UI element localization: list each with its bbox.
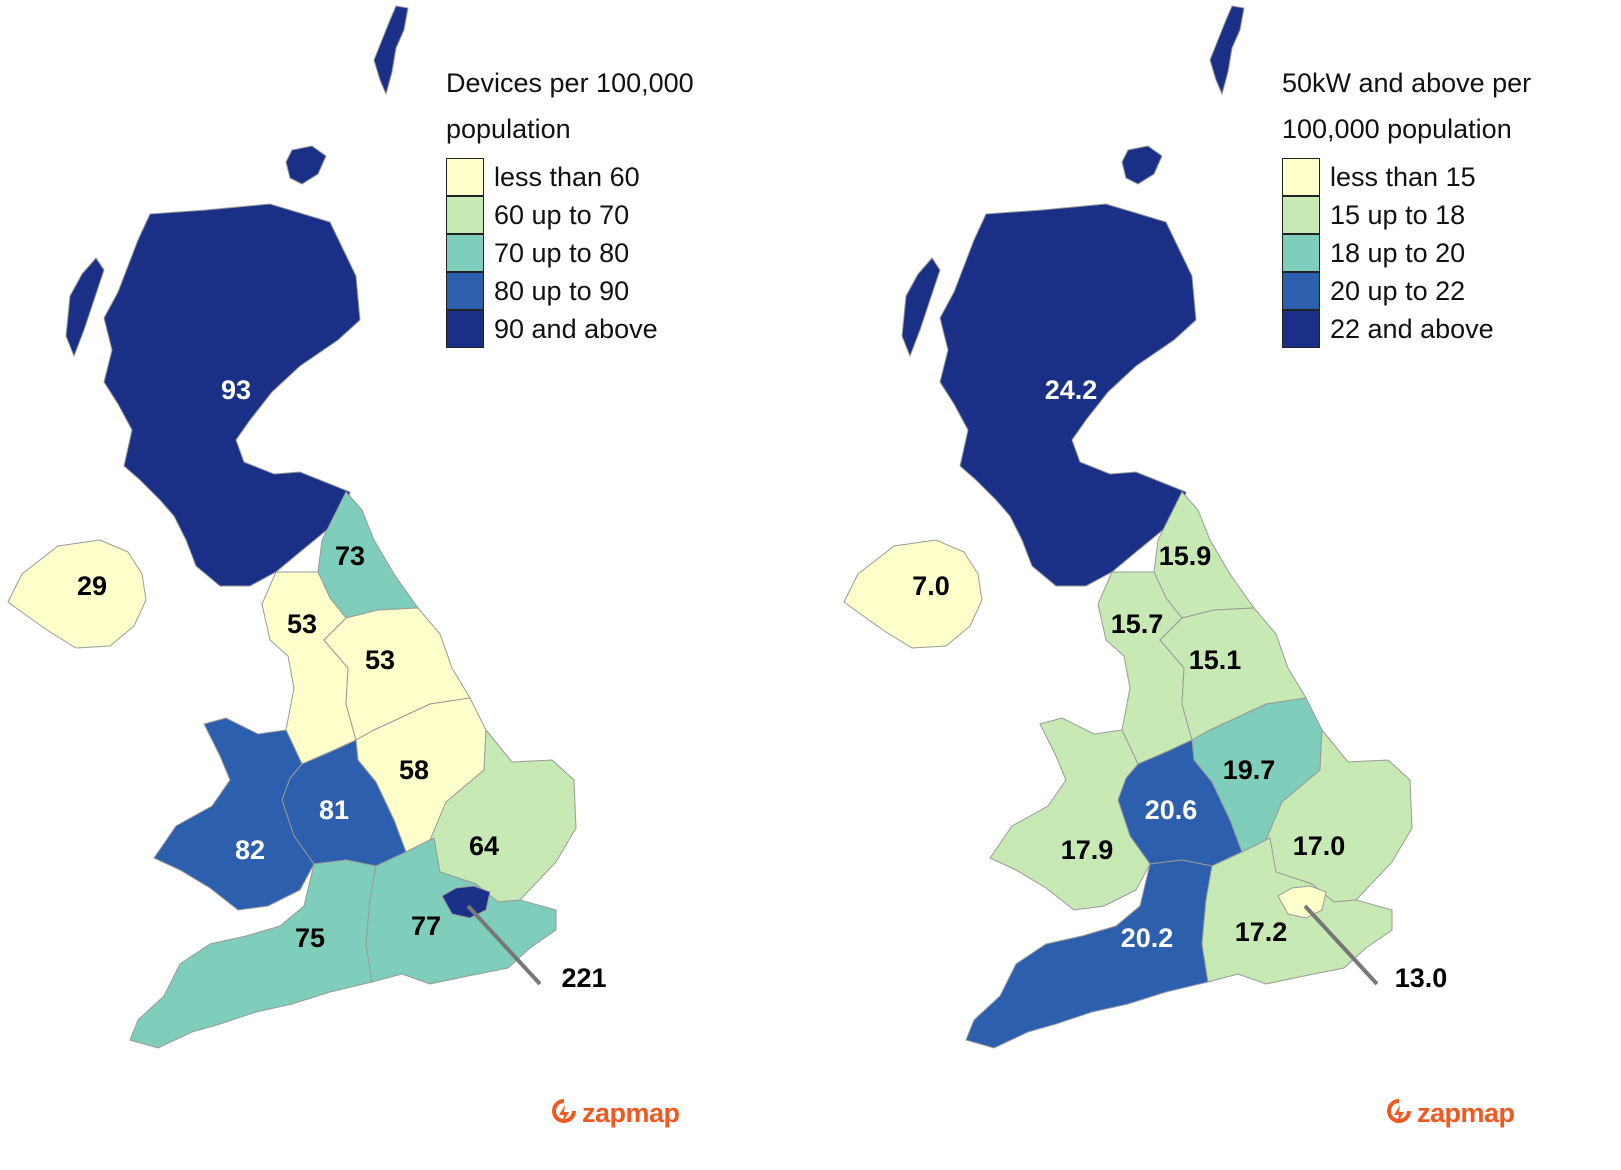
legend-item: 18 up to 20 — [1282, 234, 1612, 272]
label-east-of-england: 17.0 — [1293, 831, 1346, 861]
region-scotland-orkney — [1121, 145, 1163, 185]
legend-label: 90 and above — [494, 313, 658, 344]
region-value-labels: 24.2 7.0 15.9 15.7 15.1 19.7 20.6 17.9 1… — [912, 375, 1447, 993]
legend-title-line1: Devices per 100,000 — [446, 68, 694, 98]
label-north-west: 53 — [287, 609, 317, 639]
lightning-bolt-icon — [552, 1098, 576, 1124]
legend-swatch — [446, 196, 484, 234]
label-north-east: 73 — [335, 541, 365, 571]
region-northern-ireland — [843, 539, 983, 649]
label-west-midlands: 81 — [319, 795, 349, 825]
region-scotland-shetland — [1209, 5, 1245, 96]
legend-item: less than 60 — [446, 158, 776, 196]
legend-item: 90 and above — [446, 310, 776, 348]
label-scotland: 24.2 — [1045, 375, 1098, 405]
label-yorkshire: 53 — [365, 645, 395, 675]
label-east-of-england: 64 — [469, 831, 499, 861]
legend-swatch — [1282, 310, 1320, 348]
legend-swatch — [1282, 234, 1320, 272]
legend-label: 20 up to 22 — [1330, 275, 1466, 306]
region-scotland-orkney — [285, 145, 327, 185]
legend-title: Devices per 100,000 population — [446, 60, 776, 152]
legend-items: less than 60 60 up to 70 70 up to 80 80 … — [446, 158, 776, 348]
legend-swatch — [446, 234, 484, 272]
legend-label: 80 up to 90 — [494, 275, 630, 306]
logo-text: zapmap — [582, 1098, 680, 1128]
legend-item: less than 15 — [1282, 158, 1612, 196]
legend-item: 70 up to 80 — [446, 234, 776, 272]
label-wales: 17.9 — [1061, 835, 1114, 865]
legend-swatch — [1282, 196, 1320, 234]
rapid-chargers-choropleth-map: 24.2 7.0 15.9 15.7 15.1 19.7 20.6 17.9 1… — [843, 5, 1447, 1049]
region-scotland — [939, 203, 1197, 587]
label-london: 13.0 — [1395, 963, 1448, 993]
zapmap-logo: zapmap — [552, 1098, 680, 1129]
legend-title-line1: 50kW and above per — [1282, 68, 1532, 98]
london-leader-line — [466, 904, 542, 986]
label-london: 221 — [561, 963, 606, 993]
label-east-midlands: 58 — [399, 755, 429, 785]
label-northern-ireland: 29 — [77, 571, 107, 601]
label-east-midlands: 19.7 — [1223, 755, 1276, 785]
legend-items: less than 15 15 up to 18 18 up to 20 20 … — [1282, 158, 1612, 348]
label-north-west: 15.7 — [1111, 609, 1164, 639]
label-south-east: 17.2 — [1235, 917, 1288, 947]
legend-swatch — [446, 310, 484, 348]
label-wales: 82 — [235, 835, 265, 865]
legend-item: 80 up to 90 — [446, 272, 776, 310]
legend-swatch — [1282, 272, 1320, 310]
region-london — [441, 885, 491, 919]
label-south-west: 20.2 — [1121, 923, 1174, 953]
legend-swatch — [446, 158, 484, 196]
region-scotland-hebrides — [65, 257, 105, 358]
legend-label: 22 and above — [1330, 313, 1494, 344]
legend-swatch — [446, 272, 484, 310]
region-scotland-shetland — [373, 5, 409, 96]
legend-item: 60 up to 70 — [446, 196, 776, 234]
legend-title-line2: 100,000 population — [1282, 114, 1512, 144]
legend-label: less than 15 — [1330, 161, 1476, 192]
region-value-labels: 93 29 73 53 53 58 81 82 64 75 77 221 — [77, 375, 607, 993]
logo-text: zapmap — [1417, 1098, 1515, 1128]
legend-swatch — [1282, 158, 1320, 196]
legend-label: 18 up to 20 — [1330, 237, 1466, 268]
region-wales — [153, 717, 315, 911]
devices-choropleth-map: 93 29 73 53 53 58 81 82 64 75 77 221 — [7, 5, 607, 1049]
lightning-bolt-icon — [1387, 1098, 1411, 1124]
region-london — [1277, 885, 1327, 919]
region-scotland — [103, 203, 361, 587]
region-wales — [989, 717, 1151, 911]
devices-legend: Devices per 100,000 population less than… — [446, 60, 776, 348]
label-south-west: 75 — [295, 923, 325, 953]
devices-map-panel: 93 29 73 53 53 58 81 82 64 75 77 221 Dev… — [0, 0, 810, 1170]
legend-label: 60 up to 70 — [494, 199, 630, 230]
region-scotland-hebrides — [901, 257, 941, 358]
legend-title: 50kW and above per 100,000 population — [1282, 60, 1612, 152]
rapid-chargers-legend: 50kW and above per 100,000 population le… — [1282, 60, 1612, 348]
label-scotland: 93 — [221, 375, 251, 405]
region-northern-ireland — [7, 539, 147, 649]
legend-label: less than 60 — [494, 161, 640, 192]
rapid-chargers-map-panel: 24.2 7.0 15.9 15.7 15.1 19.7 20.6 17.9 1… — [811, 0, 1621, 1170]
label-west-midlands: 20.6 — [1145, 795, 1198, 825]
legend-label: 15 up to 18 — [1330, 199, 1466, 230]
legend-title-line2: population — [446, 114, 571, 144]
legend-label: 70 up to 80 — [494, 237, 630, 268]
label-south-east: 77 — [411, 911, 441, 941]
label-yorkshire: 15.1 — [1189, 645, 1242, 675]
legend-item: 20 up to 22 — [1282, 272, 1612, 310]
london-leader-line — [1303, 904, 1379, 986]
zapmap-logo: zapmap — [1387, 1098, 1515, 1129]
label-northern-ireland: 7.0 — [912, 571, 950, 601]
label-north-east: 15.9 — [1159, 541, 1212, 571]
legend-item: 15 up to 18 — [1282, 196, 1612, 234]
legend-item: 22 and above — [1282, 310, 1612, 348]
